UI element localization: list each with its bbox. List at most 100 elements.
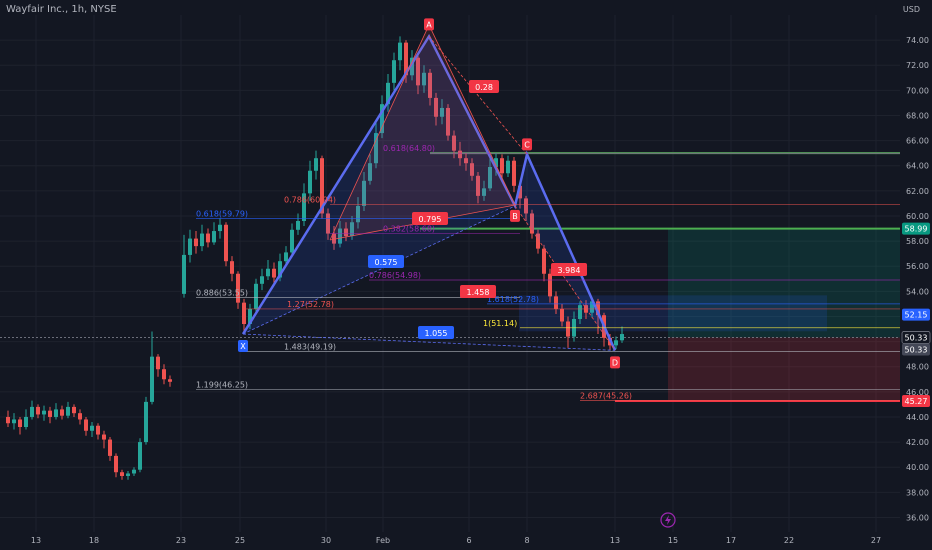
x-tick-label: 25 <box>235 536 245 545</box>
chart-title: Wayfair Inc., 1h, NYSE <box>6 4 117 15</box>
candle <box>230 256 234 282</box>
candle <box>194 231 198 254</box>
svg-text:A: A <box>426 20 432 29</box>
fib-level-label: 1.618(52.78) <box>487 295 539 304</box>
price-tag: 58.99 <box>902 222 930 235</box>
y-tick-label: 40.00 <box>906 463 929 472</box>
candles <box>6 36 624 480</box>
candle <box>434 92 438 126</box>
candle <box>18 416 22 435</box>
candle <box>308 160 312 201</box>
fib-level-label: 1(51.14) <box>483 319 517 328</box>
candle <box>542 244 546 282</box>
candle <box>42 405 46 421</box>
candle <box>144 396 148 445</box>
svg-text:0.795: 0.795 <box>419 215 442 224</box>
candle <box>54 403 58 420</box>
candle <box>512 156 516 193</box>
candle <box>156 354 160 377</box>
lightning-icon[interactable] <box>660 512 676 528</box>
candle <box>96 423 100 440</box>
candle <box>392 52 396 91</box>
ratio-badge: 1.458 <box>460 285 496 298</box>
fib-level-label: 1.27(52.78) <box>287 300 334 309</box>
y-tick-label: 64.00 <box>906 162 929 171</box>
candle <box>422 65 426 93</box>
pattern-guide <box>428 36 528 155</box>
xab-triangle <box>243 36 515 335</box>
candle <box>108 437 112 461</box>
ratio-badge: 0.795 <box>412 212 448 225</box>
candle <box>188 229 192 263</box>
y-tick-label: 56.00 <box>906 262 929 271</box>
candle <box>162 364 166 385</box>
svg-text:3.984: 3.984 <box>558 266 581 275</box>
candle <box>242 298 246 335</box>
candle <box>374 121 378 169</box>
svg-text:X: X <box>240 342 246 351</box>
candle <box>386 74 390 112</box>
candle <box>380 95 384 139</box>
svg-text:45.27: 45.27 <box>905 397 928 406</box>
fib-level-label: 0.786(60.94) <box>284 196 336 205</box>
ratio-badge: 1.055 <box>418 326 454 339</box>
candle <box>102 430 106 449</box>
x-tick-label: 15 <box>668 536 678 545</box>
candle <box>224 222 228 267</box>
pattern-guide <box>242 333 616 351</box>
pattern-guide <box>242 205 516 335</box>
pattern-point-x: X <box>238 340 248 353</box>
svg-text:52.15: 52.15 <box>905 311 928 320</box>
loss-zone <box>668 337 900 401</box>
candle <box>452 130 456 159</box>
y-tick-label: 42.00 <box>906 438 929 447</box>
y-tick-label: 38.00 <box>906 488 929 497</box>
x-tick-label: 30 <box>321 536 331 545</box>
svg-text:50.33: 50.33 <box>905 333 928 342</box>
candle <box>266 259 270 281</box>
candle <box>326 208 330 240</box>
candle <box>446 104 450 141</box>
x-tick-label: 13 <box>610 536 620 545</box>
candle <box>482 180 486 201</box>
pattern-point-b: B <box>510 209 520 222</box>
candle <box>60 405 64 420</box>
svg-text:58.99: 58.99 <box>905 225 928 234</box>
harmonic-pattern <box>241 24 617 351</box>
x-tick-label: 13 <box>31 536 41 545</box>
candle <box>548 268 552 303</box>
candle <box>48 406 52 424</box>
candle <box>470 158 474 181</box>
fib-level-label: 0.382(58.68) <box>383 225 435 234</box>
x-tick-label: 27 <box>871 536 881 545</box>
candle <box>578 301 582 324</box>
candle <box>168 375 172 387</box>
grid <box>0 15 900 532</box>
candle <box>356 197 360 229</box>
candle <box>260 268 264 291</box>
candle <box>206 228 210 248</box>
candle <box>344 222 348 242</box>
candle <box>368 154 372 185</box>
currency-label: USD <box>902 5 920 14</box>
candle <box>30 400 34 420</box>
price-tag: 50.33 <box>902 343 930 356</box>
price-tag: 50.33 <box>901 331 931 344</box>
candle <box>120 469 124 480</box>
ratio-labels: 0.28 0.795 0.575 1.458 3.984 1.055 <box>368 80 587 339</box>
svg-text:B: B <box>512 212 518 221</box>
candle <box>182 234 186 298</box>
x-axis: 13 18 23 25 30 Feb 6 8 13 15 17 22 27 <box>31 536 881 545</box>
candle <box>338 221 342 248</box>
svg-text:50.33: 50.33 <box>905 345 928 354</box>
y-tick-label: 62.00 <box>906 187 929 196</box>
y-axis: 36.0038.0040.0042.0044.0046.0048.0050.00… <box>906 36 929 522</box>
candle <box>428 69 432 106</box>
x-tick-label: 23 <box>176 536 186 545</box>
y-tick-label: 46.00 <box>906 388 929 397</box>
svg-text:D: D <box>612 358 618 367</box>
candle <box>500 154 504 179</box>
fib-level-label: 2.687(45.26) <box>580 392 632 401</box>
fib-level-label: 0.886(53.55) <box>196 289 248 298</box>
